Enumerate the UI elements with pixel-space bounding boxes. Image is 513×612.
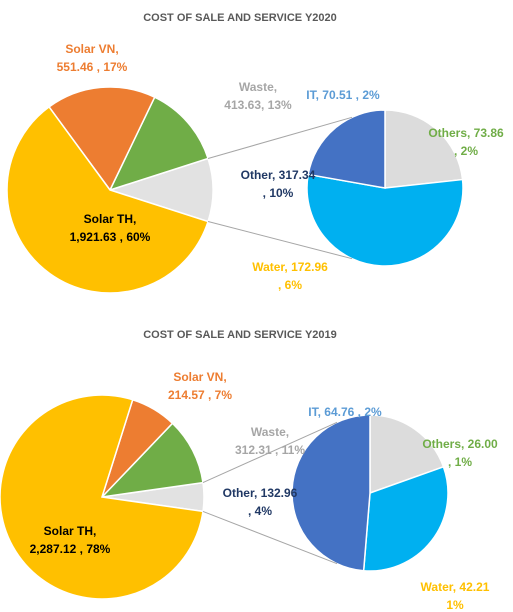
data-label: 413.63, 13% bbox=[224, 98, 292, 112]
data-label: , 6% bbox=[278, 278, 302, 292]
connector-line bbox=[202, 421, 338, 484]
data-label: Water, 42.21 bbox=[421, 580, 490, 594]
data-label: Waste, bbox=[251, 425, 289, 439]
pie-slice bbox=[6, 105, 209, 294]
data-label: , 2% bbox=[454, 144, 478, 158]
pie-slice bbox=[369, 414, 445, 495]
data-label: 2,287.12 , 78% bbox=[30, 542, 111, 556]
data-label: 1% bbox=[446, 598, 464, 612]
pie-slice bbox=[306, 173, 464, 267]
data-label: Solar VN, bbox=[173, 370, 226, 384]
data-label: 1,921.63 , 60% bbox=[70, 230, 151, 244]
connector-line bbox=[207, 116, 353, 159]
data-label: , 4% bbox=[248, 504, 272, 518]
pie-slice bbox=[384, 109, 464, 189]
pie-slice bbox=[307, 109, 386, 189]
pie-slice bbox=[291, 414, 371, 572]
connector-line bbox=[207, 221, 353, 260]
data-label: Solar VN, bbox=[65, 42, 118, 56]
pie-slice bbox=[108, 96, 209, 192]
connector-line bbox=[202, 510, 338, 565]
data-label: Water, 172.96 bbox=[252, 260, 328, 274]
data-label: Other, 132.96 bbox=[223, 486, 298, 500]
data-label: IT, 64.76 , 2% bbox=[308, 405, 382, 419]
pie-slice bbox=[0, 394, 204, 600]
data-label: Solar TH, bbox=[84, 212, 137, 226]
data-label: 214.57 , 7% bbox=[168, 388, 232, 402]
data-label: Other, 317.34 bbox=[241, 168, 316, 182]
pie-slice bbox=[362, 465, 449, 572]
data-label: 551.46 , 17% bbox=[57, 60, 128, 74]
data-label: Waste, bbox=[239, 80, 277, 94]
chart-title: COST OF SALE AND SERVICE Y2019 bbox=[143, 329, 337, 341]
data-label: Others, 26.00 bbox=[422, 437, 498, 451]
data-label: , 1% bbox=[448, 455, 472, 469]
chart-title: COST OF SALE AND SERVICE Y2020 bbox=[143, 12, 337, 24]
data-label: IT, 70.51 , 2% bbox=[306, 88, 380, 102]
data-label: , 10% bbox=[263, 186, 294, 200]
data-label: Others, 73.86 bbox=[428, 126, 504, 140]
pie-slice bbox=[48, 86, 156, 192]
data-label: 312.31 , 11% bbox=[235, 443, 305, 457]
data-label: Solar TH, bbox=[44, 524, 97, 538]
pie-slice bbox=[99, 422, 204, 499]
